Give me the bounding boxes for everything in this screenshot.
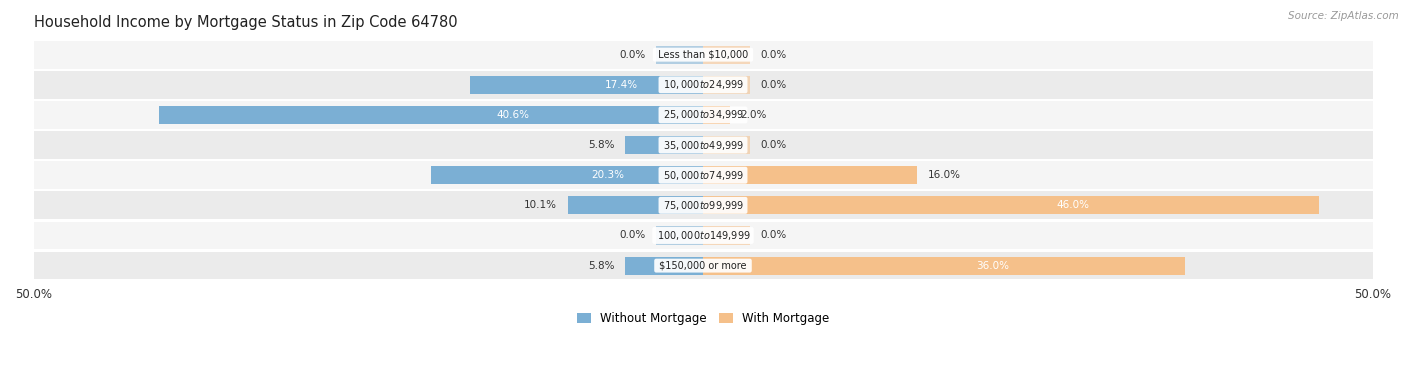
Text: Less than $10,000: Less than $10,000 — [655, 50, 751, 60]
Text: 10.1%: 10.1% — [524, 200, 557, 210]
Text: 46.0%: 46.0% — [1056, 200, 1090, 210]
Text: $25,000 to $34,999: $25,000 to $34,999 — [661, 108, 745, 121]
Text: 17.4%: 17.4% — [605, 80, 638, 90]
Bar — [34, 222, 1372, 249]
Bar — [657, 46, 703, 64]
Bar — [703, 106, 730, 124]
Bar — [703, 257, 1185, 275]
Bar — [34, 71, 1372, 99]
Text: 36.0%: 36.0% — [976, 260, 1008, 271]
Bar — [470, 76, 703, 94]
Bar — [159, 106, 703, 124]
Bar — [703, 196, 1319, 214]
Text: $10,000 to $24,999: $10,000 to $24,999 — [661, 78, 745, 91]
Bar — [34, 161, 1372, 189]
Text: Source: ZipAtlas.com: Source: ZipAtlas.com — [1288, 11, 1399, 21]
Text: 0.0%: 0.0% — [761, 80, 787, 90]
Bar — [626, 257, 703, 275]
Bar — [34, 101, 1372, 129]
Text: 20.3%: 20.3% — [592, 170, 624, 180]
Bar — [703, 226, 749, 245]
Bar — [657, 226, 703, 245]
Text: $150,000 or more: $150,000 or more — [657, 260, 749, 271]
Text: 5.8%: 5.8% — [588, 140, 614, 150]
Bar — [432, 166, 703, 184]
Bar — [34, 41, 1372, 68]
Text: 16.0%: 16.0% — [928, 170, 960, 180]
Bar — [703, 166, 917, 184]
Bar — [34, 192, 1372, 219]
Text: 0.0%: 0.0% — [619, 231, 645, 240]
Text: Household Income by Mortgage Status in Zip Code 64780: Household Income by Mortgage Status in Z… — [34, 15, 457, 30]
Text: 0.0%: 0.0% — [761, 50, 787, 60]
Legend: Without Mortgage, With Mortgage: Without Mortgage, With Mortgage — [572, 308, 834, 330]
Bar — [703, 46, 749, 64]
Text: $75,000 to $99,999: $75,000 to $99,999 — [661, 199, 745, 212]
Bar — [703, 76, 749, 94]
Text: 40.6%: 40.6% — [496, 110, 529, 120]
Bar — [568, 196, 703, 214]
Text: $35,000 to $49,999: $35,000 to $49,999 — [661, 139, 745, 152]
Text: 2.0%: 2.0% — [741, 110, 766, 120]
Text: $50,000 to $74,999: $50,000 to $74,999 — [661, 169, 745, 182]
Text: 0.0%: 0.0% — [761, 231, 787, 240]
Text: 0.0%: 0.0% — [761, 140, 787, 150]
Text: $100,000 to $149,999: $100,000 to $149,999 — [654, 229, 752, 242]
Bar — [34, 131, 1372, 159]
Bar — [626, 136, 703, 154]
Text: 0.0%: 0.0% — [619, 50, 645, 60]
Bar — [34, 252, 1372, 279]
Text: 5.8%: 5.8% — [588, 260, 614, 271]
Bar — [703, 136, 749, 154]
